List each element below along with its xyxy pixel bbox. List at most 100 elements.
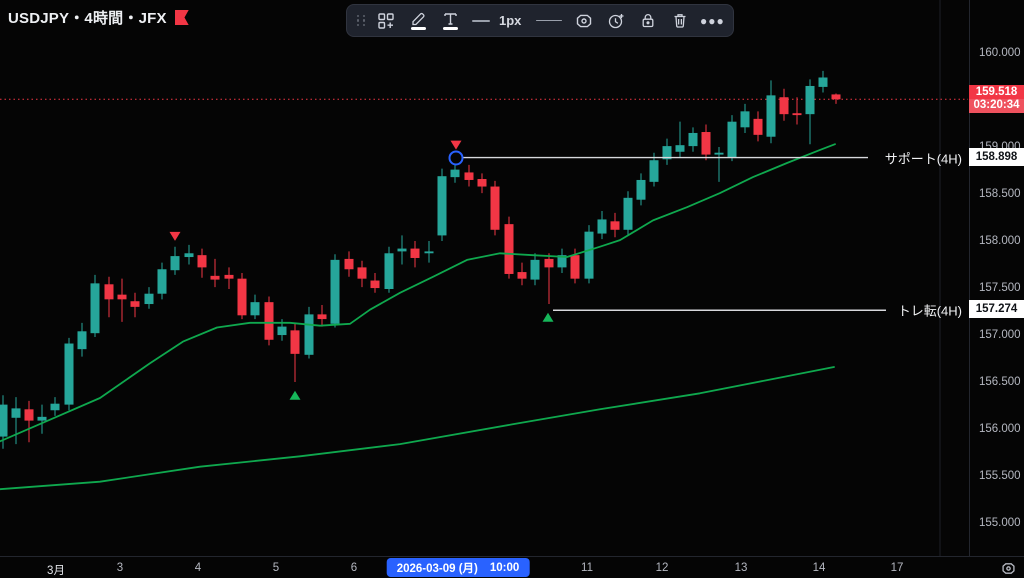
trend-price-badge: 157.274 <box>969 300 1024 319</box>
candle[interactable] <box>370 273 380 293</box>
candle[interactable] <box>397 235 407 265</box>
candle[interactable] <box>504 216 514 279</box>
candle-body <box>370 280 380 289</box>
candle[interactable] <box>424 241 434 263</box>
candle[interactable] <box>623 191 633 236</box>
candle[interactable] <box>170 246 180 275</box>
axis-settings-button[interactable] <box>1001 561 1016 578</box>
candle-body <box>740 111 750 128</box>
pencil-tool-button[interactable] <box>403 7 433 34</box>
candle-body <box>224 274 234 279</box>
candle[interactable] <box>636 173 646 206</box>
candle[interactable] <box>317 304 327 327</box>
candle[interactable] <box>117 278 127 322</box>
candle[interactable] <box>688 127 698 152</box>
time-axis[interactable]: 2026-03-09 (月) 10:00 3月 3 4 5 6 11 12 13 14 17 <box>0 556 1024 578</box>
candle[interactable] <box>250 294 260 320</box>
anchor-date: 2026-03-09 (月) <box>396 562 478 575</box>
candle[interactable] <box>610 212 620 238</box>
add-object-button[interactable] <box>371 7 401 34</box>
candle[interactable] <box>90 274 100 337</box>
candle[interactable] <box>714 147 724 182</box>
candle[interactable] <box>779 88 789 121</box>
delete-button[interactable] <box>665 7 695 34</box>
candle[interactable] <box>649 152 659 187</box>
sell-arrow-marker[interactable] <box>450 140 462 150</box>
candle-body <box>144 293 154 305</box>
line-style-button[interactable] <box>531 7 567 34</box>
ma-fast-line[interactable] <box>0 143 836 443</box>
candle[interactable] <box>64 337 74 411</box>
candle[interactable] <box>344 251 354 277</box>
candle[interactable] <box>701 124 711 161</box>
candle[interactable] <box>357 260 367 288</box>
candle[interactable] <box>584 225 594 284</box>
text-tool-button[interactable] <box>435 7 465 34</box>
trend-line-label[interactable]: トレ転(4H) <box>897 303 962 319</box>
price-axis[interactable]: 160.000159.000158.500158.000157.500157.0… <box>969 0 1024 556</box>
candle[interactable] <box>264 296 274 346</box>
candle[interactable] <box>740 103 750 133</box>
toolbar-drag-handle[interactable] <box>353 7 369 34</box>
candle[interactable] <box>224 267 234 289</box>
candle[interactable] <box>792 97 802 125</box>
candle[interactable] <box>517 262 527 286</box>
candle[interactable] <box>384 246 394 293</box>
candle[interactable] <box>450 163 460 183</box>
sell-arrow-marker[interactable] <box>169 231 181 241</box>
candle[interactable] <box>805 79 815 145</box>
candle[interactable] <box>477 173 487 194</box>
candle[interactable] <box>544 253 554 305</box>
candle[interactable] <box>104 276 114 318</box>
candle[interactable] <box>290 322 300 383</box>
price-tick-label: 157.500 <box>979 282 1021 294</box>
candle[interactable] <box>490 180 500 236</box>
candle[interactable] <box>37 404 47 434</box>
candle-body <box>792 113 802 116</box>
flag-icon[interactable] <box>174 10 189 25</box>
lock-button[interactable] <box>633 7 663 34</box>
candle[interactable] <box>130 292 140 318</box>
candle[interactable] <box>727 115 737 162</box>
buy-arrow-marker[interactable] <box>542 312 554 322</box>
candle[interactable] <box>753 111 763 142</box>
more-options-button[interactable]: ●●● <box>697 7 727 34</box>
candle[interactable] <box>410 241 420 268</box>
buy-arrow-marker[interactable] <box>289 390 301 400</box>
candle[interactable] <box>50 397 60 416</box>
candle[interactable] <box>77 322 87 357</box>
candle[interactable] <box>675 121 685 158</box>
candle[interactable] <box>210 258 220 288</box>
candle[interactable] <box>766 80 776 144</box>
candle[interactable] <box>11 397 21 445</box>
symbol-title[interactable]: USDJPY・4時間・JFX <box>8 10 167 27</box>
chart-canvas[interactable] <box>0 0 968 556</box>
alert-button[interactable] <box>601 7 631 34</box>
candle[interactable] <box>557 248 567 274</box>
candle[interactable] <box>818 70 828 93</box>
support-line-label[interactable]: サポート(4H) <box>884 151 962 167</box>
candle[interactable] <box>330 254 340 328</box>
candle[interactable] <box>437 168 447 242</box>
ma-slow-line[interactable] <box>0 366 835 491</box>
candle[interactable] <box>144 287 154 309</box>
candle-body <box>424 251 434 254</box>
candle[interactable] <box>184 244 194 265</box>
anchor-point-circle[interactable] <box>448 150 464 166</box>
settings-button[interactable] <box>569 7 599 34</box>
line-width-button[interactable]: 1px <box>467 7 529 34</box>
candle[interactable] <box>662 138 672 165</box>
candle[interactable] <box>530 253 540 286</box>
candle[interactable] <box>304 306 314 359</box>
candle-body <box>210 275 220 280</box>
candle[interactable] <box>237 273 247 320</box>
candle[interactable] <box>24 400 34 443</box>
line-width-label: 1px <box>499 13 522 28</box>
candle[interactable] <box>831 93 841 104</box>
candle[interactable] <box>464 164 474 187</box>
candle[interactable] <box>597 210 607 240</box>
candle-body <box>530 259 540 280</box>
candle[interactable] <box>157 262 167 300</box>
time-tick-label: 13 <box>734 562 748 574</box>
candle[interactable] <box>197 248 207 278</box>
